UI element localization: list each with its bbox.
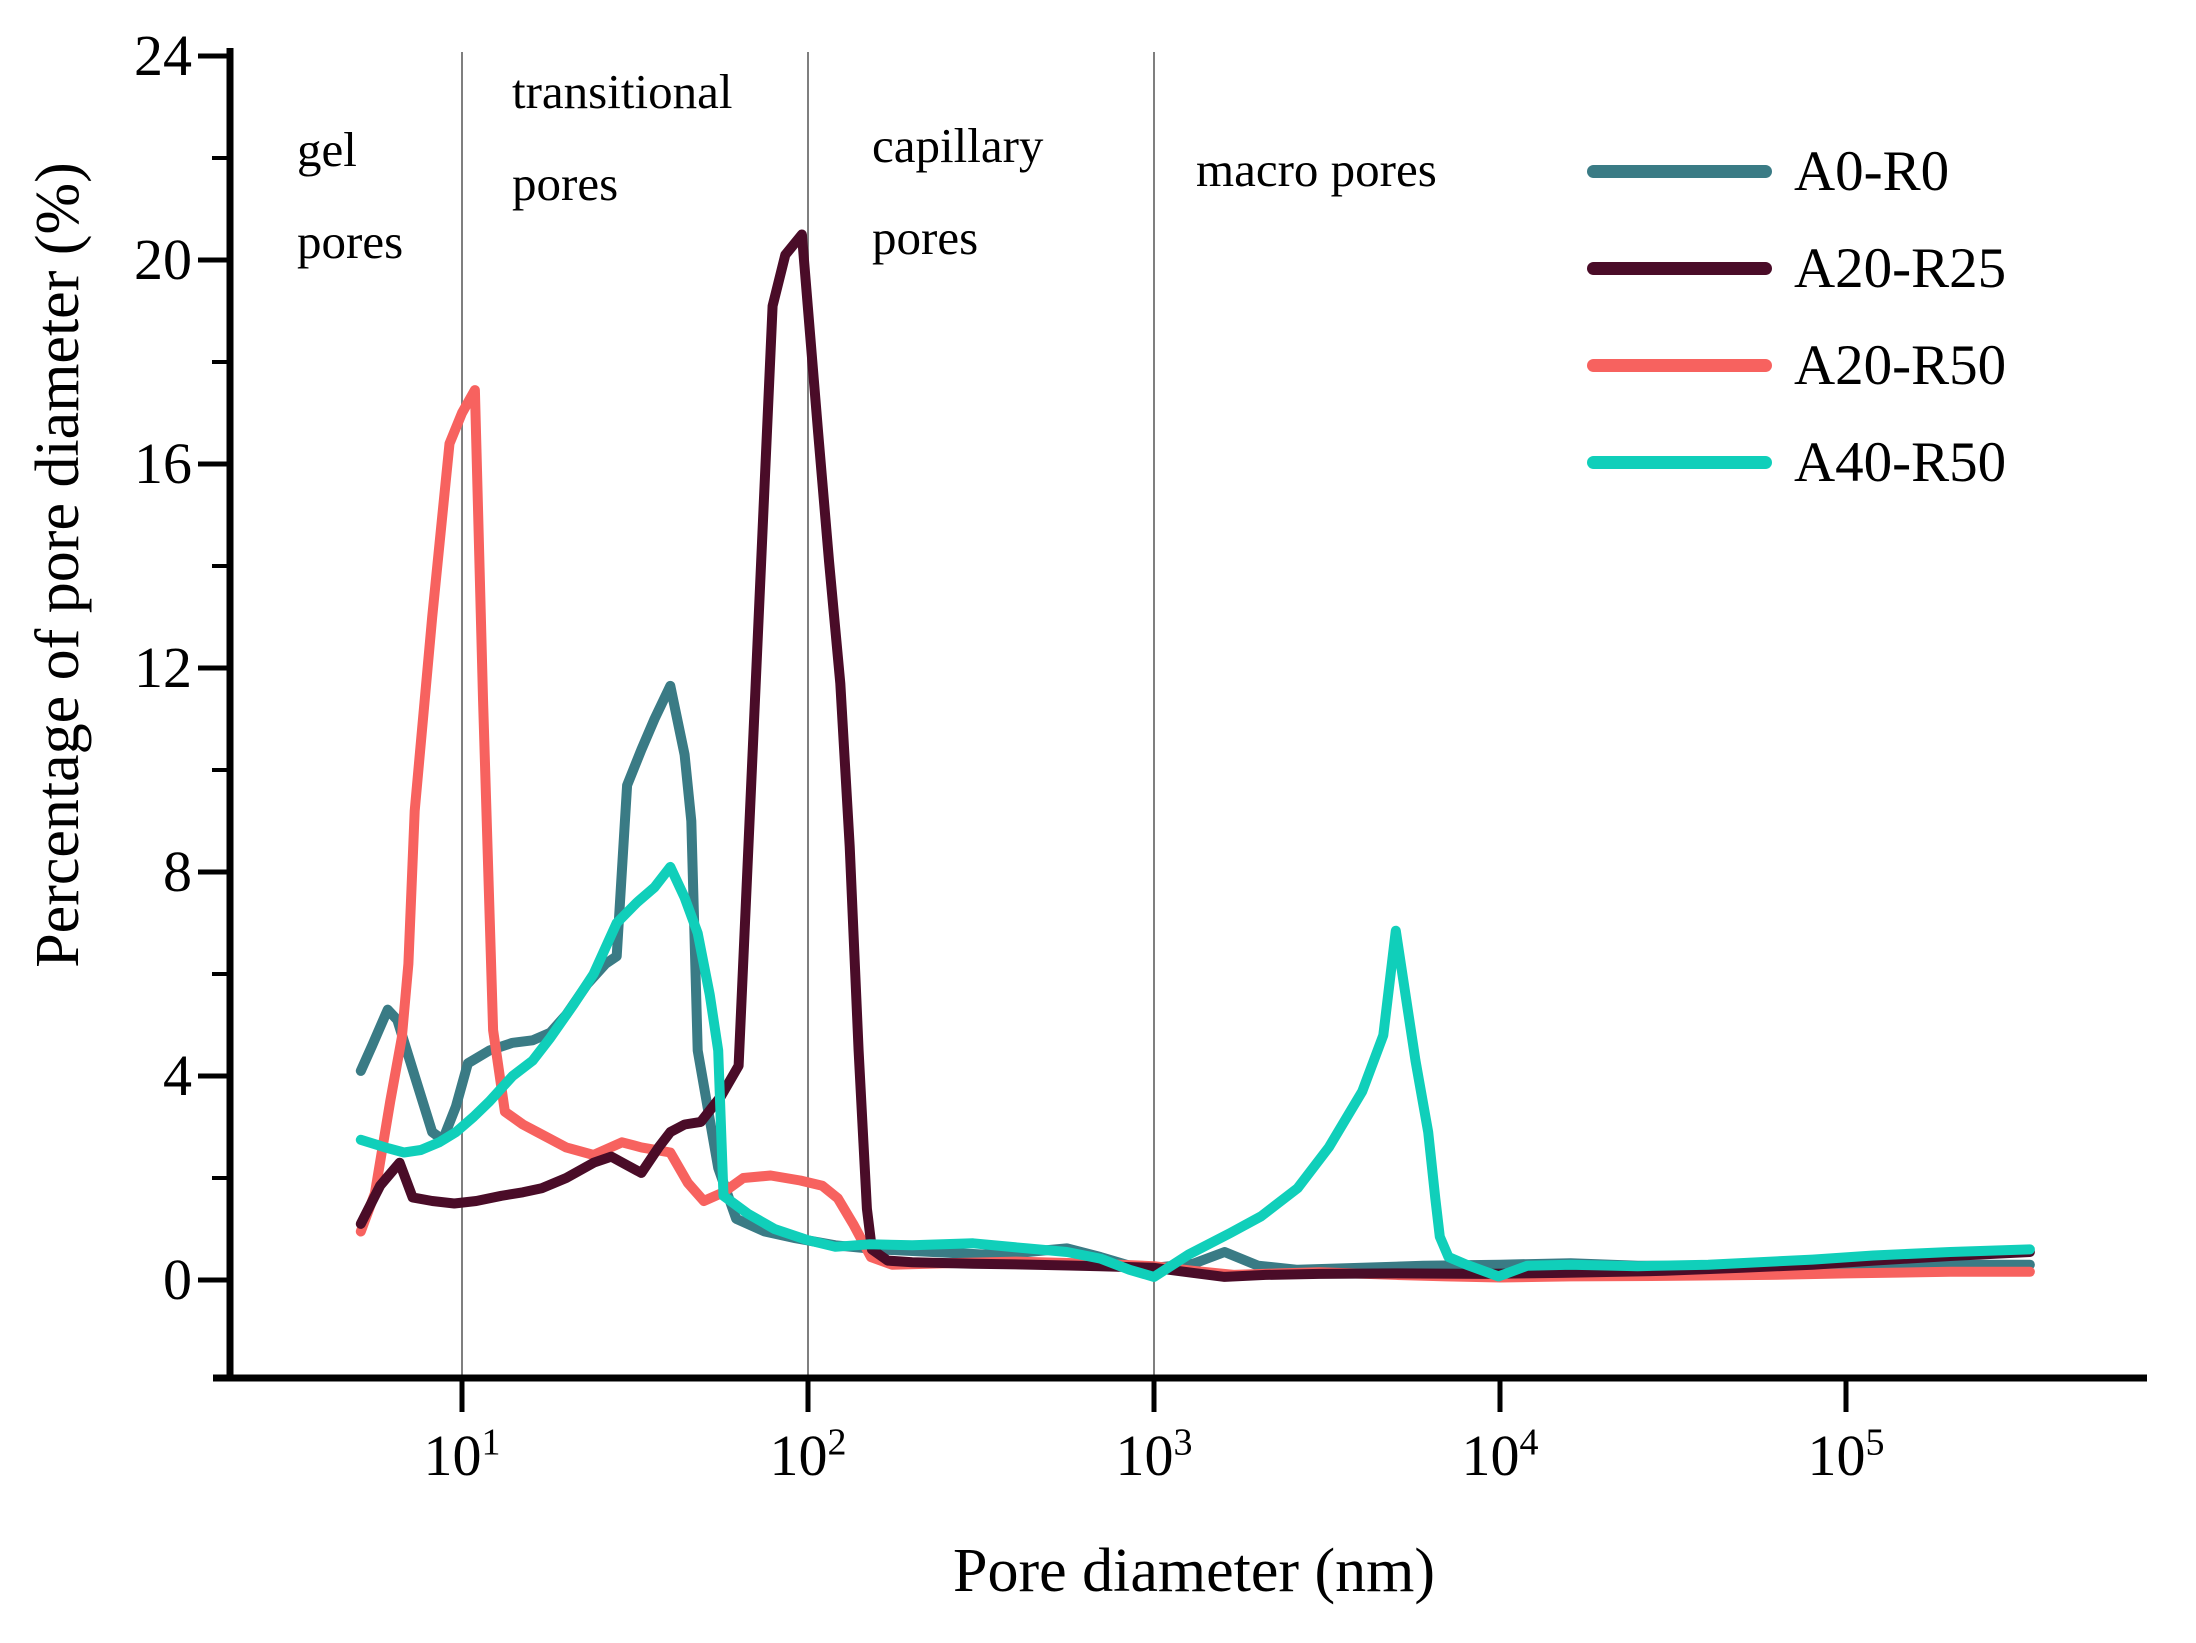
x-tick-label: 103 — [1115, 1421, 1193, 1488]
y-tick-label: 8 — [163, 839, 192, 904]
y-tick-label: 24 — [134, 23, 192, 88]
annotation-gel-pores: gel pores — [297, 104, 403, 288]
y-axis-title: Percentage of pore diameter (%) — [24, 162, 92, 968]
legend-label: A0-R0 — [1794, 140, 1950, 203]
y-tick-label: 16 — [134, 431, 192, 496]
legend-swatch-a20-r50 — [1587, 359, 1772, 372]
legend-swatch-a0-r0 — [1587, 165, 1772, 178]
x-tick-label: 102 — [769, 1421, 847, 1488]
annotation-line: macro pores — [1196, 142, 1437, 197]
y-tick-label: 12 — [134, 635, 192, 700]
annotation-transitional-pores: transitional pores — [512, 46, 732, 230]
legend-swatch-a20-r25 — [1587, 262, 1772, 275]
annotation-line: capillary — [872, 118, 1044, 173]
annotation-line: transitional — [512, 64, 733, 119]
legend-item-a0-r0: A0-R0 — [1587, 123, 2006, 220]
series-line-a40-r50 — [355, 861, 2035, 1282]
x-axis-title: Pore diameter (nm) — [952, 1537, 1436, 1605]
annotation-line: pores — [872, 210, 979, 265]
annotation-line: pores — [512, 156, 619, 211]
annotation-capillary-pores: capillary pores — [872, 100, 1043, 284]
series-line-a0-r0 — [355, 680, 2035, 1275]
legend-item-a20-r25: A20-R25 — [1587, 220, 2006, 317]
y-tick-label: 20 — [134, 227, 192, 292]
y-tick-label: 0 — [163, 1247, 192, 1312]
legend-item-a20-r50: A20-R50 — [1587, 317, 2006, 414]
series-line-a20-r25 — [355, 229, 2035, 1282]
annotation-macro-pores: macro pores — [1196, 124, 1437, 216]
x-tick-label: 105 — [1807, 1421, 1885, 1488]
legend-item-a40-r50: A40-R50 — [1587, 414, 2006, 511]
y-tick-label: 4 — [163, 1043, 192, 1108]
legend-label: A20-R25 — [1794, 237, 2007, 300]
x-tick-label: 101 — [423, 1421, 501, 1488]
legend-label: A40-R50 — [1794, 431, 2007, 494]
legend-label: A20-R50 — [1794, 334, 2007, 397]
series-line-a20-r50 — [355, 385, 2035, 1283]
x-tick-label: 104 — [1461, 1421, 1539, 1488]
annotation-line: gel — [297, 122, 357, 177]
legend: A0-R0 A20-R25 A20-R50 A40-R50 — [1587, 123, 2006, 511]
legend-swatch-a40-r50 — [1587, 456, 1772, 469]
annotation-line: pores — [297, 214, 404, 269]
